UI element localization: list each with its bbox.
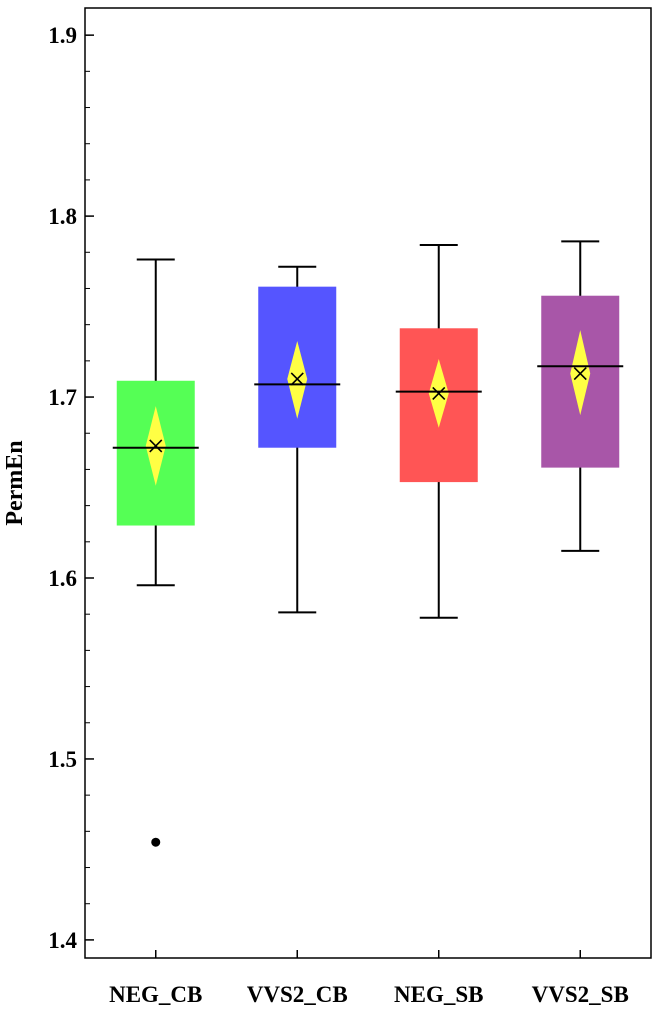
y-tick-label: 1.9 (48, 23, 77, 48)
y-tick-label: 1.5 (48, 747, 77, 772)
x-category-label: NEG_CB (109, 982, 202, 1007)
mean-marker (149, 439, 163, 453)
x-category-label: VVS2_CB (247, 982, 348, 1007)
x-axis: NEG_CB VVS2_CB NEG_SB VVS2_SB (109, 950, 629, 1007)
box-vvs2-cb (254, 265, 341, 614)
mean-marker (432, 386, 446, 400)
y-axis-label: PermEn (2, 440, 28, 525)
boxes-layer (112, 240, 624, 847)
plot-frame (84, 7, 652, 959)
box-neg-cb (112, 258, 199, 847)
y-axis: 1.4 1.5 1.6 1.7 1.8 1.9 (48, 23, 94, 953)
y-tick-label: 1.8 (48, 204, 77, 229)
y-tick-label: 1.7 (48, 385, 77, 410)
x-category-label: VVS2_SB (532, 982, 629, 1007)
y-tick-label: 1.4 (48, 928, 77, 953)
box-neg-sb (395, 244, 482, 619)
y-tick-label: 1.6 (48, 566, 77, 591)
box-vvs2-sb (537, 240, 624, 552)
mean-marker (290, 372, 304, 386)
mean-marker (573, 366, 587, 381)
outlier-point (151, 837, 161, 847)
x-category-label: NEG_SB (394, 982, 483, 1007)
